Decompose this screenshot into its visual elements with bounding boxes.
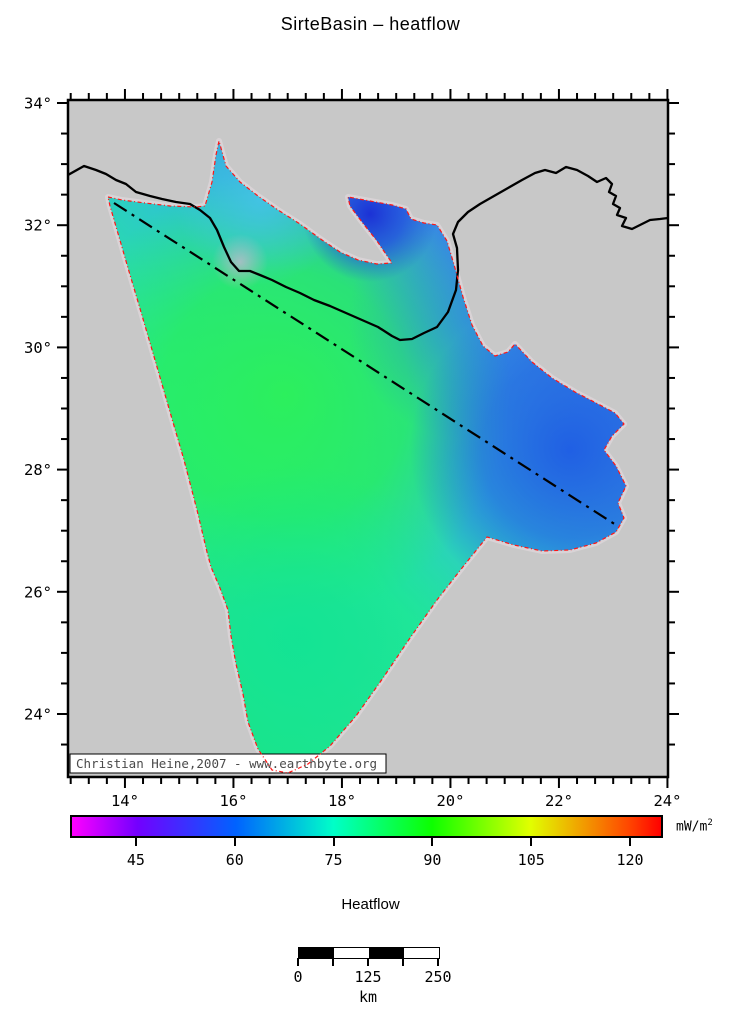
scalebar-segment xyxy=(299,948,334,958)
scalebar-segment xyxy=(404,948,439,958)
colorbar-tick-label: 120 xyxy=(616,851,644,869)
colorbar xyxy=(70,815,663,838)
colorbar-tick-label: 90 xyxy=(423,851,442,869)
axis-tick-label: 14° xyxy=(111,792,139,810)
colorbar-tick xyxy=(530,838,533,846)
scalebar-tick-label: 125 xyxy=(354,968,382,986)
scalebar-tick-label: 0 xyxy=(293,968,303,986)
map-axis-ticks xyxy=(57,89,679,788)
scalebar-tick xyxy=(402,958,404,966)
y-axis-labels: 34° 32° 30° 28° 26° 24° xyxy=(24,95,52,724)
colorbar-tick xyxy=(134,838,137,846)
axis-tick-label: 32° xyxy=(24,217,52,235)
transect-line xyxy=(113,202,617,526)
map-svg: Christian Heine,2007 - www.earthbyte.org… xyxy=(24,89,681,810)
colorbar-tick-label: 75 xyxy=(324,851,343,869)
colorbar-tick-label: 45 xyxy=(126,851,145,869)
colorbar-gradient xyxy=(72,817,661,836)
axis-tick-label: 18° xyxy=(328,792,356,810)
scalebar-tick xyxy=(297,958,299,966)
scalebar-unit: km xyxy=(358,988,378,1006)
colorbar-tick xyxy=(332,838,335,846)
scalebar-tick xyxy=(367,958,369,966)
scalebar-tick xyxy=(437,958,439,966)
axis-tick-label: 16° xyxy=(219,792,247,810)
axis-tick-label: 24° xyxy=(24,706,52,724)
axis-tick-label: 34° xyxy=(24,95,52,113)
scalebar-segment xyxy=(334,948,369,958)
colorbar-tick xyxy=(431,838,434,846)
attribution-box xyxy=(69,753,387,774)
colorbar-unit: mW/m2 xyxy=(676,818,713,835)
scalebar-tick xyxy=(332,958,334,966)
axis-tick-label: 30° xyxy=(24,339,52,357)
colorbar-title: Heatflow xyxy=(341,896,400,913)
colorbar-tick-label: 60 xyxy=(225,851,244,869)
axis-tick-label: 28° xyxy=(24,461,52,479)
axis-tick-label: 26° xyxy=(24,583,52,601)
scalebar xyxy=(298,947,440,959)
axis-tick-label: 20° xyxy=(436,792,464,810)
axis-tick-label: 22° xyxy=(545,792,573,810)
scalebar-segment xyxy=(369,948,404,958)
colorbar-tick xyxy=(629,838,632,846)
coastline xyxy=(68,164,668,342)
axis-tick-label: 24° xyxy=(653,792,681,810)
page-title: SirteBasin – heatflow xyxy=(280,14,461,34)
colorbar-tick xyxy=(233,838,236,846)
colorbar-tick-label: 105 xyxy=(517,851,545,869)
scalebar-tick-label: 250 xyxy=(424,968,452,986)
attribution-text: Christian Heine,2007 - www.earthbyte.org xyxy=(76,756,377,771)
x-axis-labels: 14° 16° 18° 20° 22° 24° xyxy=(111,792,681,810)
